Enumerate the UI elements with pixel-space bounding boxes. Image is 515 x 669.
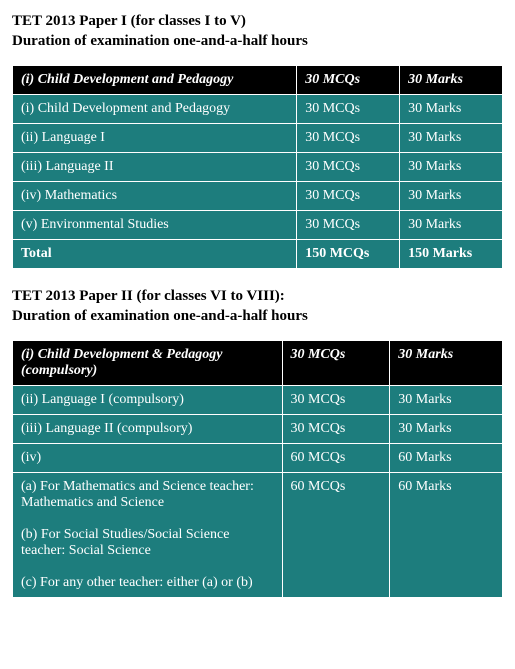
col-mcqs: 30 MCQs — [297, 66, 400, 95]
cell-subject: (iii) Language II (compulsory) — [13, 415, 283, 444]
table-row-total: Total 150 MCQs 150 Marks — [13, 240, 503, 269]
table-header-row: (i) Child Development & Pedagogy (compul… — [13, 341, 503, 386]
cell-total-label: Total — [13, 240, 297, 269]
cell-mcqs: 30 MCQs — [282, 386, 390, 415]
cell-marks: 30 Marks — [400, 211, 503, 240]
cell-subject: (iii) Language II — [13, 153, 297, 182]
col-mcqs: 30 MCQs — [282, 341, 390, 386]
section2-title-line2: Duration of examination one-and-a-half h… — [12, 307, 503, 327]
cell-mcqs: 30 MCQs — [297, 95, 400, 124]
cell-total-mcqs: 150 MCQs — [297, 240, 400, 269]
cell-subject: (i) Child Development and Pedagogy — [13, 95, 297, 124]
table-paper2: (i) Child Development & Pedagogy (compul… — [12, 340, 503, 598]
cell-marks: 30 Marks — [400, 182, 503, 211]
cell-mcqs: 30 MCQs — [282, 415, 390, 444]
cell-marks: 30 Marks — [400, 124, 503, 153]
col-subject: (i) Child Development and Pedagogy — [13, 66, 297, 95]
section2-title-line1: TET 2013 Paper II (for classes VI to VII… — [12, 287, 503, 307]
table-row: (iii) Language II 30 MCQs 30 Marks — [13, 153, 503, 182]
cell-subject-multi: (a) For Mathematics and Science teacher:… — [13, 473, 283, 598]
cell-total-marks: 150 Marks — [400, 240, 503, 269]
section1-title-line2: Duration of examination one-and-a-half h… — [12, 32, 503, 52]
table-row: (ii) Language I 30 MCQs 30 Marks — [13, 124, 503, 153]
col-subject: (i) Child Development & Pedagogy (compul… — [13, 341, 283, 386]
col-marks: 30 Marks — [400, 66, 503, 95]
section1-title: TET 2013 Paper I (for classes I to V) Du… — [12, 12, 503, 51]
cell-marks: 30 Marks — [390, 386, 503, 415]
cell-mcqs: 30 MCQs — [297, 211, 400, 240]
table-row: (iii) Language II (compulsory) 30 MCQs 3… — [13, 415, 503, 444]
table-row: (a) For Mathematics and Science teacher:… — [13, 473, 503, 598]
cell-subject: (ii) Language I (compulsory) — [13, 386, 283, 415]
table-header-row: (i) Child Development and Pedagogy 30 MC… — [13, 66, 503, 95]
table-row: (iv) Mathematics 30 MCQs 30 Marks — [13, 182, 503, 211]
cell-subject: (iv) — [13, 444, 283, 473]
cell-mcqs: 60 MCQs — [282, 444, 390, 473]
cell-subject: (iv) Mathematics — [13, 182, 297, 211]
cell-marks: 30 Marks — [400, 95, 503, 124]
cell-marks: 60 Marks — [390, 473, 503, 598]
cell-subject: (ii) Language I — [13, 124, 297, 153]
cell-marks: 30 Marks — [390, 415, 503, 444]
section1-title-line1: TET 2013 Paper I (for classes I to V) — [12, 12, 503, 32]
cell-mcqs: 30 MCQs — [297, 124, 400, 153]
cell-marks: 30 Marks — [400, 153, 503, 182]
cell-mcqs: 30 MCQs — [297, 182, 400, 211]
table-row: (iv) 60 MCQs 60 Marks — [13, 444, 503, 473]
table-row: (v) Environmental Studies 30 MCQs 30 Mar… — [13, 211, 503, 240]
section2-title: TET 2013 Paper II (for classes VI to VII… — [12, 287, 503, 326]
cell-mcqs: 60 MCQs — [282, 473, 390, 598]
cell-marks: 60 Marks — [390, 444, 503, 473]
cell-mcqs: 30 MCQs — [297, 153, 400, 182]
table-row: (i) Child Development and Pedagogy 30 MC… — [13, 95, 503, 124]
table-row: (ii) Language I (compulsory) 30 MCQs 30 … — [13, 386, 503, 415]
cell-subject: (v) Environmental Studies — [13, 211, 297, 240]
table-paper1: (i) Child Development and Pedagogy 30 MC… — [12, 65, 503, 269]
col-marks: 30 Marks — [390, 341, 503, 386]
